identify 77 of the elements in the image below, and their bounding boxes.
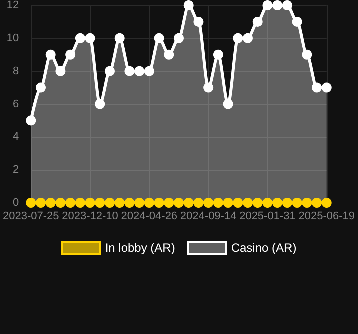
y-tick-label: 0	[13, 197, 20, 209]
x-tick-label: 2023-12-10	[62, 210, 118, 222]
point	[75, 33, 86, 44]
point	[243, 198, 254, 208]
point	[272, 0, 283, 10]
point	[154, 198, 164, 208]
point	[292, 198, 302, 208]
point	[154, 33, 164, 44]
point	[26, 116, 36, 126]
x-tick-label: 2023-07-25	[2, 210, 60, 222]
point	[312, 198, 322, 208]
point	[36, 82, 46, 93]
point	[292, 16, 302, 27]
point	[95, 99, 106, 110]
point	[164, 198, 174, 208]
point	[66, 198, 76, 208]
point	[282, 198, 292, 208]
point	[213, 50, 224, 60]
x-tick-label: 2024-04-26	[121, 210, 178, 222]
x-tick-label: 2025-01-31	[240, 210, 296, 222]
point	[243, 33, 254, 44]
point	[233, 33, 244, 44]
y-tick-label: 8	[13, 65, 20, 78]
point	[105, 198, 115, 208]
point	[204, 82, 214, 93]
point	[26, 198, 36, 208]
point	[184, 198, 194, 208]
point	[85, 33, 96, 44]
legend-label: Casino (AR)	[231, 241, 297, 255]
point	[105, 66, 115, 76]
y-tick-label: 10	[6, 32, 20, 44]
point	[262, 0, 273, 10]
point	[322, 82, 332, 93]
point	[302, 198, 312, 208]
point	[322, 198, 332, 208]
point	[272, 198, 283, 208]
point	[194, 198, 204, 208]
point	[56, 66, 66, 76]
point	[85, 198, 96, 208]
point	[95, 198, 106, 208]
point	[46, 50, 56, 60]
point	[312, 82, 322, 93]
point	[302, 50, 312, 60]
point	[184, 0, 194, 10]
point	[46, 198, 56, 208]
point	[124, 66, 135, 76]
point	[75, 198, 86, 208]
point	[204, 198, 214, 208]
point	[66, 50, 76, 60]
point	[213, 198, 224, 208]
point	[56, 198, 66, 208]
point	[223, 99, 234, 110]
legend-label: In lobby (AR)	[105, 241, 176, 255]
point	[114, 33, 125, 44]
point	[194, 16, 204, 27]
point	[252, 198, 263, 208]
point	[174, 33, 184, 44]
point	[114, 198, 125, 208]
point	[36, 198, 46, 208]
y-tick-label: 6	[13, 98, 20, 110]
point	[164, 50, 174, 60]
y-tick-label: 12	[6, 0, 20, 12]
y-tick-label: 2	[13, 164, 20, 176]
point	[252, 16, 263, 27]
point	[134, 66, 145, 76]
y-tick-label: 4	[13, 131, 20, 144]
point	[144, 66, 154, 76]
point	[174, 198, 184, 208]
point	[124, 198, 135, 208]
point	[262, 198, 273, 208]
point	[282, 0, 292, 10]
point	[134, 198, 145, 208]
x-tick-label: 2025-06-19	[298, 210, 356, 222]
point	[223, 198, 234, 208]
x-tick-label: 2024-09-14	[180, 210, 237, 222]
point	[233, 198, 244, 208]
point	[144, 198, 154, 208]
